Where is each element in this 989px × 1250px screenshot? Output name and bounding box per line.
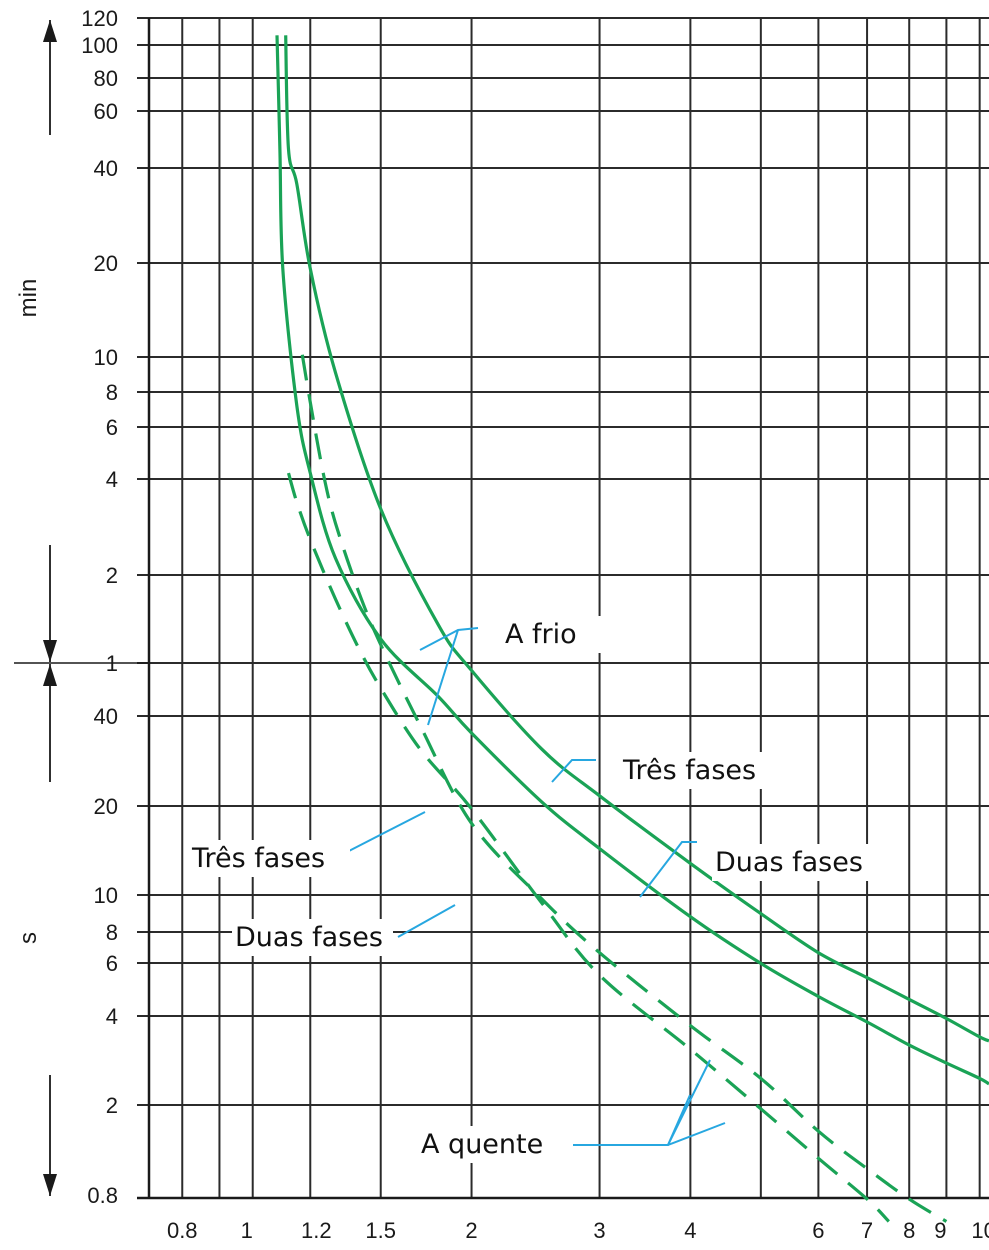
x-tick-label: 0.8: [167, 1218, 198, 1243]
annotation-leader: [427, 629, 459, 726]
annotation-label: Duas fases: [235, 922, 383, 953]
annotation-label: Três fases: [191, 843, 325, 874]
annotation-label: A quente: [421, 1129, 543, 1160]
y-tick-label: 10: [94, 883, 118, 908]
y-tick-label: 40: [94, 156, 118, 181]
seconds-arrow-bottom-head: [43, 1174, 57, 1196]
annotation-leader: [667, 1122, 726, 1146]
x-tick-label: 10: [971, 1218, 989, 1243]
min-arrow-head: [43, 20, 57, 42]
x-tick-label: 8: [903, 1218, 915, 1243]
seconds-arrow-mid-head: [43, 664, 57, 686]
y-tick-label: 80: [94, 66, 118, 91]
annotation-label: Duas fases: [715, 847, 863, 878]
annotation-leader: [344, 811, 426, 854]
y-tick-label: 0.8: [87, 1183, 118, 1208]
y-tick-label: 4: [106, 1004, 118, 1029]
x-tick-label: 1.5: [365, 1218, 396, 1243]
y-tick-label: 2: [106, 1093, 118, 1118]
grid: [137, 17, 989, 1198]
annotation-bg: [620, 752, 781, 789]
x-tick-labels: 0.8 1 1.2 1.5 2 3 4 6 7 89 10: [167, 1218, 989, 1243]
x-tick-label: 9: [934, 1218, 946, 1243]
y-tick-label: 120: [81, 6, 118, 31]
y-tick-label: 40: [94, 704, 118, 729]
curve-series: [284, 35, 989, 1043]
y-tick-label: 20: [94, 251, 118, 276]
annotation-bg: [502, 616, 601, 653]
x-tick-label: 1.2: [301, 1218, 332, 1243]
y-tick-label: 4: [106, 467, 118, 492]
y-tick-label: 8: [106, 380, 118, 405]
y-tick-label: 6: [106, 951, 118, 976]
annotation-bg: [232, 919, 393, 956]
seconds-arrow-top-head: [43, 640, 57, 662]
annotation-bg: [189, 840, 350, 877]
y-tick-label: 20: [94, 794, 118, 819]
annotation-leader: [551, 759, 596, 783]
annotation-label: A frio: [505, 619, 577, 650]
annotation-bg: [418, 1126, 548, 1163]
y-tick-label: 1: [106, 651, 118, 676]
curve-series: [286, 472, 890, 1223]
annotation-leaders: [344, 627, 726, 1146]
y-tick-label: 10: [94, 345, 118, 370]
annotation-bg: [712, 844, 873, 881]
x-tick-label: 3: [593, 1218, 605, 1243]
y-tick-label: 8: [106, 920, 118, 945]
y-tick-label: 100: [81, 33, 118, 58]
x-tick-label: 2: [465, 1218, 477, 1243]
annotation-leader: [639, 841, 697, 898]
curve-series: [275, 35, 989, 1086]
curves: [275, 35, 989, 1223]
annotation-leader: [419, 627, 479, 651]
annotations: A frio Três fases Duas fases Três fases Duas…: [189, 616, 873, 1163]
x-tick-label: 7: [861, 1218, 873, 1243]
y-unit-labels: min s: [15, 279, 42, 944]
annotation-label: Três fases: [622, 755, 756, 786]
x-tick-label: 6: [812, 1218, 824, 1243]
annotation-leader: [667, 1094, 691, 1146]
y-unit-label: min: [15, 279, 42, 318]
curve-series: [300, 354, 948, 1223]
y-unit-label: s: [15, 932, 42, 944]
y-tick-label: 60: [94, 99, 118, 124]
x-tick-label: 4: [684, 1218, 696, 1243]
y-tick-label: 6: [106, 415, 118, 440]
y-tick-label: 2: [106, 563, 118, 588]
annotation-leader: [397, 904, 456, 938]
axes: [14, 17, 989, 1200]
x-tick-label: 1: [241, 1218, 253, 1243]
